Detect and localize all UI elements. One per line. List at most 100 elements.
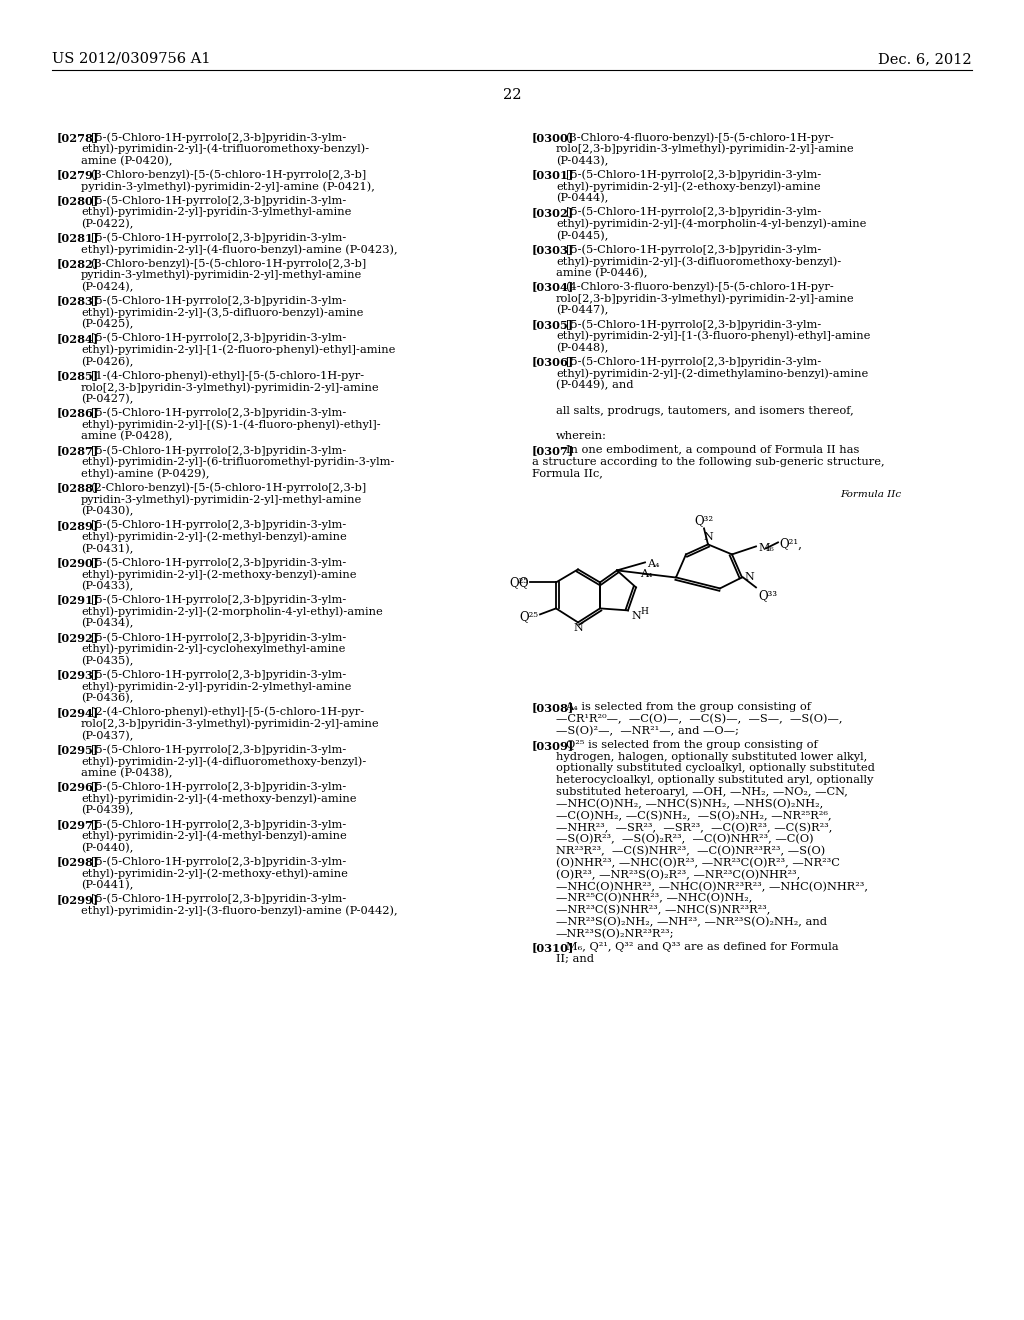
Text: [0279]: [0279] (57, 169, 99, 181)
Text: [0293]: [0293] (57, 669, 99, 680)
Text: ethyl)-pyrimidin-2-yl]-(3-fluoro-benzyl)-amine (P-0442),: ethyl)-pyrimidin-2-yl]-(3-fluoro-benzyl)… (81, 906, 397, 916)
Text: [0299]: [0299] (57, 894, 99, 904)
Text: (P-0439),: (P-0439), (81, 805, 133, 816)
Text: M₆: M₆ (758, 544, 774, 553)
Text: ethyl)-pyrimidin-2-yl]-(2-ethoxy-benzyl)-amine: ethyl)-pyrimidin-2-yl]-(2-ethoxy-benzyl)… (556, 181, 820, 191)
Text: [5-(5-Chloro-1H-pyrrolo[2,3-b]pyridin-3-ylm-: [5-(5-Chloro-1H-pyrrolo[2,3-b]pyridin-3-… (90, 557, 346, 568)
Text: —NHR²³,  —SR²³,  —SR²³,  —C(O)R²³, —C(S)R²³,: —NHR²³, —SR²³, —SR²³, —C(O)R²³, —C(S)R²³… (556, 822, 833, 833)
Text: [0285]: [0285] (57, 370, 99, 381)
Text: ethyl)-pyrimidin-2-yl]-(3,5-difluoro-benzyl)-amine: ethyl)-pyrimidin-2-yl]-(3,5-difluoro-ben… (81, 308, 364, 318)
Text: pyridin-3-ylmethyl)-pyrimidin-2-yl]-amine (P-0421),: pyridin-3-ylmethyl)-pyrimidin-2-yl]-amin… (81, 181, 375, 191)
Text: [0306]: [0306] (532, 356, 574, 367)
Text: [0305]: [0305] (532, 319, 574, 330)
Text: [0298]: [0298] (57, 857, 99, 867)
Text: (P-0431),: (P-0431), (81, 544, 133, 554)
Text: ethyl)-pyrimidin-2-yl]-(4-morpholin-4-yl-benzyl)-amine: ethyl)-pyrimidin-2-yl]-(4-morpholin-4-yl… (556, 219, 866, 230)
Text: [5-(5-Chloro-1H-pyrrolo[2,3-b]pyridin-3-ylm-: [5-(5-Chloro-1H-pyrrolo[2,3-b]pyridin-3-… (90, 894, 346, 904)
Text: —CR¹R²⁰—,  —C(O)—,  —C(S)—,  —S—,  —S(O)—,: —CR¹R²⁰—, —C(O)—, —C(S)—, —S—, —S(O)—, (556, 714, 843, 725)
Text: ethyl)-pyrimidin-2-yl]-(2-methoxy-benzyl)-amine: ethyl)-pyrimidin-2-yl]-(2-methoxy-benzyl… (81, 569, 356, 579)
Text: [0300]: [0300] (532, 132, 574, 143)
Text: (P-0437),: (P-0437), (81, 730, 133, 741)
Text: (P-0430),: (P-0430), (81, 506, 133, 516)
Text: —NHC(O)NH₂, —NHC(S)NH₂, —NHS(O)₂NH₂,: —NHC(O)NH₂, —NHC(S)NH₂, —NHS(O)₂NH₂, (556, 799, 823, 809)
Text: ethyl)-pyrimidin-2-yl]-pyridin-3-ylmethyl-amine: ethyl)-pyrimidin-2-yl]-pyridin-3-ylmethy… (81, 207, 351, 218)
Text: [5-(5-Chloro-1H-pyrrolo[2,3-b]pyridin-3-ylm-: [5-(5-Chloro-1H-pyrrolo[2,3-b]pyridin-3-… (90, 594, 346, 605)
Text: [0302]: [0302] (532, 207, 574, 218)
Text: heterocycloalkyl, optionally substituted aryl, optionally: heterocycloalkyl, optionally substituted… (556, 775, 873, 785)
Text: (P-0434),: (P-0434), (81, 618, 133, 628)
Text: [0290]: [0290] (57, 557, 99, 568)
Text: amine (P-0438),: amine (P-0438), (81, 768, 172, 779)
Text: H: H (640, 607, 648, 616)
Text: ethyl)-pyrimidin-2-yl]-(2-methoxy-ethyl)-amine: ethyl)-pyrimidin-2-yl]-(2-methoxy-ethyl)… (81, 869, 348, 879)
Text: (P-0426),: (P-0426), (81, 356, 133, 367)
Text: ethyl)-pyrimidin-2-yl]-[1-(2-fluoro-phenyl)-ethyl]-amine: ethyl)-pyrimidin-2-yl]-[1-(2-fluoro-phen… (81, 345, 395, 355)
Text: a structure according to the following sub-generic structure,: a structure according to the following s… (532, 457, 885, 467)
Text: [0287]: [0287] (57, 445, 99, 455)
Text: [5-(5-Chloro-1H-pyrrolo[2,3-b]pyridin-3-ylm-: [5-(5-Chloro-1H-pyrrolo[2,3-b]pyridin-3-… (90, 520, 346, 531)
Text: [5-(5-Chloro-1H-pyrrolo[2,3-b]pyridin-3-ylm-: [5-(5-Chloro-1H-pyrrolo[2,3-b]pyridin-3-… (90, 781, 346, 792)
Text: rolo[2,3-b]pyridin-3-ylmethyl)-pyrimidin-2-yl]-amine: rolo[2,3-b]pyridin-3-ylmethyl)-pyrimidin… (81, 718, 380, 729)
Text: A₄: A₄ (640, 569, 652, 579)
Text: Q²¹,: Q²¹, (779, 539, 802, 550)
Text: (P-0436),: (P-0436), (81, 693, 133, 704)
Text: [5-(5-Chloro-1H-pyrrolo[2,3-b]pyridin-3-ylm-: [5-(5-Chloro-1H-pyrrolo[2,3-b]pyridin-3-… (565, 244, 821, 255)
Text: Q³²: Q³² (694, 515, 714, 528)
Text: In one embodiment, a compound of Formula II has: In one embodiment, a compound of Formula… (565, 445, 859, 455)
Text: optionally substituted cycloalkyl, optionally substituted: optionally substituted cycloalkyl, optio… (556, 763, 874, 774)
Text: Q²⁵: Q²⁵ (519, 610, 538, 623)
Text: N: N (631, 611, 641, 622)
Text: [5-(5-Chloro-1H-pyrrolo[2,3-b]pyridin-3-ylm-: [5-(5-Chloro-1H-pyrrolo[2,3-b]pyridin-3-… (90, 669, 346, 680)
Text: (P-0445),: (P-0445), (556, 231, 608, 240)
Text: [0309]: [0309] (532, 739, 574, 751)
Text: [5-(5-Chloro-1H-pyrrolo[2,3-b]pyridin-3-ylm-: [5-(5-Chloro-1H-pyrrolo[2,3-b]pyridin-3-… (90, 818, 346, 829)
Text: [0288]: [0288] (57, 482, 99, 494)
Text: ethyl)-pyrimidin-2-yl]-(2-methyl-benzyl)-amine: ethyl)-pyrimidin-2-yl]-(2-methyl-benzyl)… (81, 532, 347, 543)
Text: [0286]: [0286] (57, 408, 99, 418)
Text: —NR²³S(O)₂NR²³R²³;: —NR²³S(O)₂NR²³R²³; (556, 928, 675, 939)
Text: US 2012/0309756 A1: US 2012/0309756 A1 (52, 51, 211, 66)
Text: [5-(5-Chloro-1H-pyrrolo[2,3-b]pyridin-3-ylm-: [5-(5-Chloro-1H-pyrrolo[2,3-b]pyridin-3-… (565, 356, 821, 367)
Text: (P-0448),: (P-0448), (556, 343, 608, 352)
Text: rolo[2,3-b]pyridin-3-ylmethyl)-pyrimidin-2-yl]-amine: rolo[2,3-b]pyridin-3-ylmethyl)-pyrimidin… (556, 293, 855, 304)
Text: [5-(5-Chloro-1H-pyrrolo[2,3-b]pyridin-3-ylm-: [5-(5-Chloro-1H-pyrrolo[2,3-b]pyridin-3-… (90, 857, 346, 867)
Text: ethyl)-pyrimidin-2-yl]-(6-trifluoromethyl-pyridin-3-ylm-: ethyl)-pyrimidin-2-yl]-(6-trifluoromethy… (81, 457, 394, 467)
Text: Formula IIc: Formula IIc (840, 491, 901, 499)
Text: —NHC(O)NHR²³, —NHC(O)NR²³R²³, —NHC(O)NHR²³,: —NHC(O)NHR²³, —NHC(O)NR²³R²³, —NHC(O)NHR… (556, 882, 868, 892)
Text: Q²⁵ is selected from the group consisting of: Q²⁵ is selected from the group consistin… (565, 739, 817, 750)
Text: ethyl)-amine (P-0429),: ethyl)-amine (P-0429), (81, 469, 210, 479)
Text: (P-0422),: (P-0422), (81, 219, 133, 228)
Text: —S(O)²—,  —NR²¹—, and —O—;: —S(O)²—, —NR²¹—, and —O—; (556, 726, 739, 737)
Text: substituted heteroaryl, —OH, —NH₂, —NO₂, —CN,: substituted heteroaryl, —OH, —NH₂, —NO₂,… (556, 787, 848, 797)
Text: [0310]: [0310] (532, 942, 574, 953)
Text: ethyl)-pyrimidin-2-yl]-[(S)-1-(4-fluoro-phenyl)-ethyl]-: ethyl)-pyrimidin-2-yl]-[(S)-1-(4-fluoro-… (81, 420, 381, 430)
Text: ethyl)-pyrimidin-2-yl]-(2-dimethylamino-benzyl)-amine: ethyl)-pyrimidin-2-yl]-(2-dimethylamino-… (556, 368, 868, 379)
Text: Formula IIc,: Formula IIc, (532, 469, 603, 479)
Text: ethyl)-pyrimidin-2-yl]-(4-trifluoromethoxy-benzyl)-: ethyl)-pyrimidin-2-yl]-(4-trifluorometho… (81, 144, 369, 154)
Text: [5-(5-Chloro-1H-pyrrolo[2,3-b]pyridin-3-ylm-: [5-(5-Chloro-1H-pyrrolo[2,3-b]pyridin-3-… (90, 408, 346, 418)
Text: (O)R²³, —NR²³S(O)₂R²³, —NR²³C(O)NHR²³,: (O)R²³, —NR²³S(O)₂R²³, —NR²³C(O)NHR²³, (556, 870, 800, 880)
Text: [0304]: [0304] (532, 281, 574, 293)
Text: ethyl)-pyrimidin-2-yl]-(2-morpholin-4-yl-ethyl)-amine: ethyl)-pyrimidin-2-yl]-(2-morpholin-4-yl… (81, 606, 383, 616)
Text: NR²³R²³,  —C(S)NHR²³,  —C(O)NR²³R²³, —S(O): NR²³R²³, —C(S)NHR²³, —C(O)NR²³R²³, —S(O) (556, 846, 825, 857)
Text: [0301]: [0301] (532, 169, 574, 181)
Text: [5-(5-Chloro-1H-pyrrolo[2,3-b]pyridin-3-ylm-: [5-(5-Chloro-1H-pyrrolo[2,3-b]pyridin-3-… (90, 132, 346, 143)
Text: [5-(5-Chloro-1H-pyrrolo[2,3-b]pyridin-3-ylm-: [5-(5-Chloro-1H-pyrrolo[2,3-b]pyridin-3-… (90, 744, 346, 755)
Text: ethyl)-pyrimidin-2-yl]-(4-fluoro-benzyl)-amine (P-0423),: ethyl)-pyrimidin-2-yl]-(4-fluoro-benzyl)… (81, 244, 397, 255)
Text: (P-0433),: (P-0433), (81, 581, 133, 591)
Text: [0303]: [0303] (532, 244, 574, 255)
Text: A₄: A₄ (647, 560, 659, 569)
Text: [0292]: [0292] (57, 632, 99, 643)
Text: 22: 22 (503, 88, 521, 102)
Text: (O)NHR²³, —NHC(O)R²³, —NR²³C(O)R²³, —NR²³C: (O)NHR²³, —NHC(O)R²³, —NR²³C(O)R²³, —NR²… (556, 858, 840, 869)
Text: II; and: II; and (556, 954, 594, 964)
Text: M₆, Q²¹, Q³² and Q³³ are as defined for Formula: M₆, Q²¹, Q³² and Q³³ are as defined for … (565, 942, 838, 953)
Text: (P-0425),: (P-0425), (81, 319, 133, 330)
Text: rolo[2,3-b]pyridin-3-ylmethyl)-pyrimidin-2-yl]-amine: rolo[2,3-b]pyridin-3-ylmethyl)-pyrimidin… (81, 381, 380, 392)
Text: [0291]: [0291] (57, 594, 99, 606)
Text: —NR²³C(S)NHR²³, —NHC(S)NR²³R²³,: —NR²³C(S)NHR²³, —NHC(S)NR²³R²³, (556, 906, 770, 915)
Text: (2-Chloro-benzyl)-[5-(5-chloro-1H-pyrrolo[2,3-b]: (2-Chloro-benzyl)-[5-(5-chloro-1H-pyrrol… (90, 482, 367, 492)
Text: hydrogen, halogen, optionally substituted lower alkyl,: hydrogen, halogen, optionally substitute… (556, 751, 867, 762)
Text: [0280]: [0280] (57, 195, 99, 206)
Text: ethyl)-pyrimidin-2-yl]-(4-methyl-benzyl)-amine: ethyl)-pyrimidin-2-yl]-(4-methyl-benzyl)… (81, 830, 347, 841)
